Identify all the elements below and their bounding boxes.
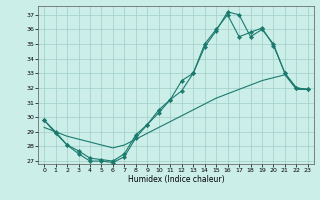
X-axis label: Humidex (Indice chaleur): Humidex (Indice chaleur) xyxy=(128,175,224,184)
